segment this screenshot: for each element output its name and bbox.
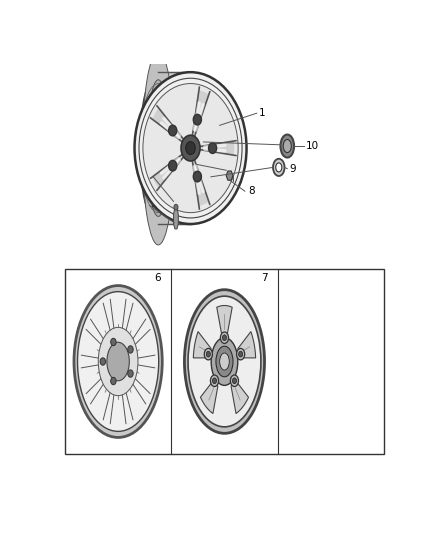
- Ellipse shape: [220, 332, 229, 343]
- Text: 5: 5: [155, 172, 162, 182]
- Polygon shape: [202, 141, 234, 155]
- Ellipse shape: [223, 335, 226, 341]
- Ellipse shape: [237, 349, 245, 360]
- Ellipse shape: [216, 346, 233, 377]
- Ellipse shape: [204, 349, 212, 360]
- Ellipse shape: [111, 338, 116, 346]
- Ellipse shape: [134, 72, 247, 224]
- Ellipse shape: [280, 134, 294, 158]
- Ellipse shape: [143, 84, 238, 213]
- Ellipse shape: [186, 142, 195, 155]
- Polygon shape: [231, 381, 248, 414]
- Ellipse shape: [140, 72, 177, 224]
- Ellipse shape: [78, 292, 159, 431]
- Polygon shape: [173, 208, 178, 229]
- Text: 3: 3: [235, 176, 241, 186]
- Ellipse shape: [208, 143, 217, 154]
- Ellipse shape: [111, 377, 116, 385]
- Text: 9: 9: [289, 164, 296, 174]
- Ellipse shape: [142, 51, 174, 245]
- Ellipse shape: [206, 351, 210, 357]
- Polygon shape: [193, 162, 209, 206]
- Ellipse shape: [128, 346, 133, 353]
- Bar: [65, 269, 384, 454]
- Polygon shape: [158, 72, 191, 224]
- Text: 6: 6: [155, 273, 161, 283]
- Ellipse shape: [107, 342, 129, 381]
- Ellipse shape: [169, 125, 177, 136]
- Ellipse shape: [193, 114, 201, 125]
- Text: 10: 10: [306, 141, 319, 151]
- Ellipse shape: [283, 140, 291, 152]
- Ellipse shape: [184, 290, 265, 433]
- Ellipse shape: [169, 160, 177, 171]
- Text: 7: 7: [261, 273, 268, 283]
- Text: 1: 1: [258, 108, 265, 118]
- Ellipse shape: [273, 159, 285, 176]
- Polygon shape: [152, 108, 182, 141]
- Ellipse shape: [210, 375, 219, 386]
- Ellipse shape: [233, 378, 237, 384]
- Ellipse shape: [230, 375, 239, 386]
- Polygon shape: [226, 171, 233, 180]
- Polygon shape: [238, 332, 256, 358]
- Ellipse shape: [212, 378, 216, 384]
- Ellipse shape: [276, 163, 282, 172]
- Polygon shape: [201, 381, 218, 414]
- Ellipse shape: [128, 370, 133, 377]
- Ellipse shape: [100, 358, 106, 365]
- Ellipse shape: [174, 204, 178, 210]
- Ellipse shape: [193, 171, 201, 182]
- Ellipse shape: [181, 135, 200, 161]
- Polygon shape: [193, 90, 209, 134]
- Ellipse shape: [147, 80, 170, 216]
- Polygon shape: [217, 305, 232, 335]
- Ellipse shape: [74, 286, 162, 438]
- Text: 4: 4: [152, 200, 158, 211]
- Ellipse shape: [98, 327, 138, 395]
- Ellipse shape: [220, 353, 229, 370]
- Polygon shape: [152, 156, 182, 188]
- Polygon shape: [193, 332, 211, 358]
- Ellipse shape: [188, 296, 261, 427]
- Ellipse shape: [211, 337, 238, 385]
- Ellipse shape: [239, 351, 243, 357]
- Text: 8: 8: [248, 186, 255, 196]
